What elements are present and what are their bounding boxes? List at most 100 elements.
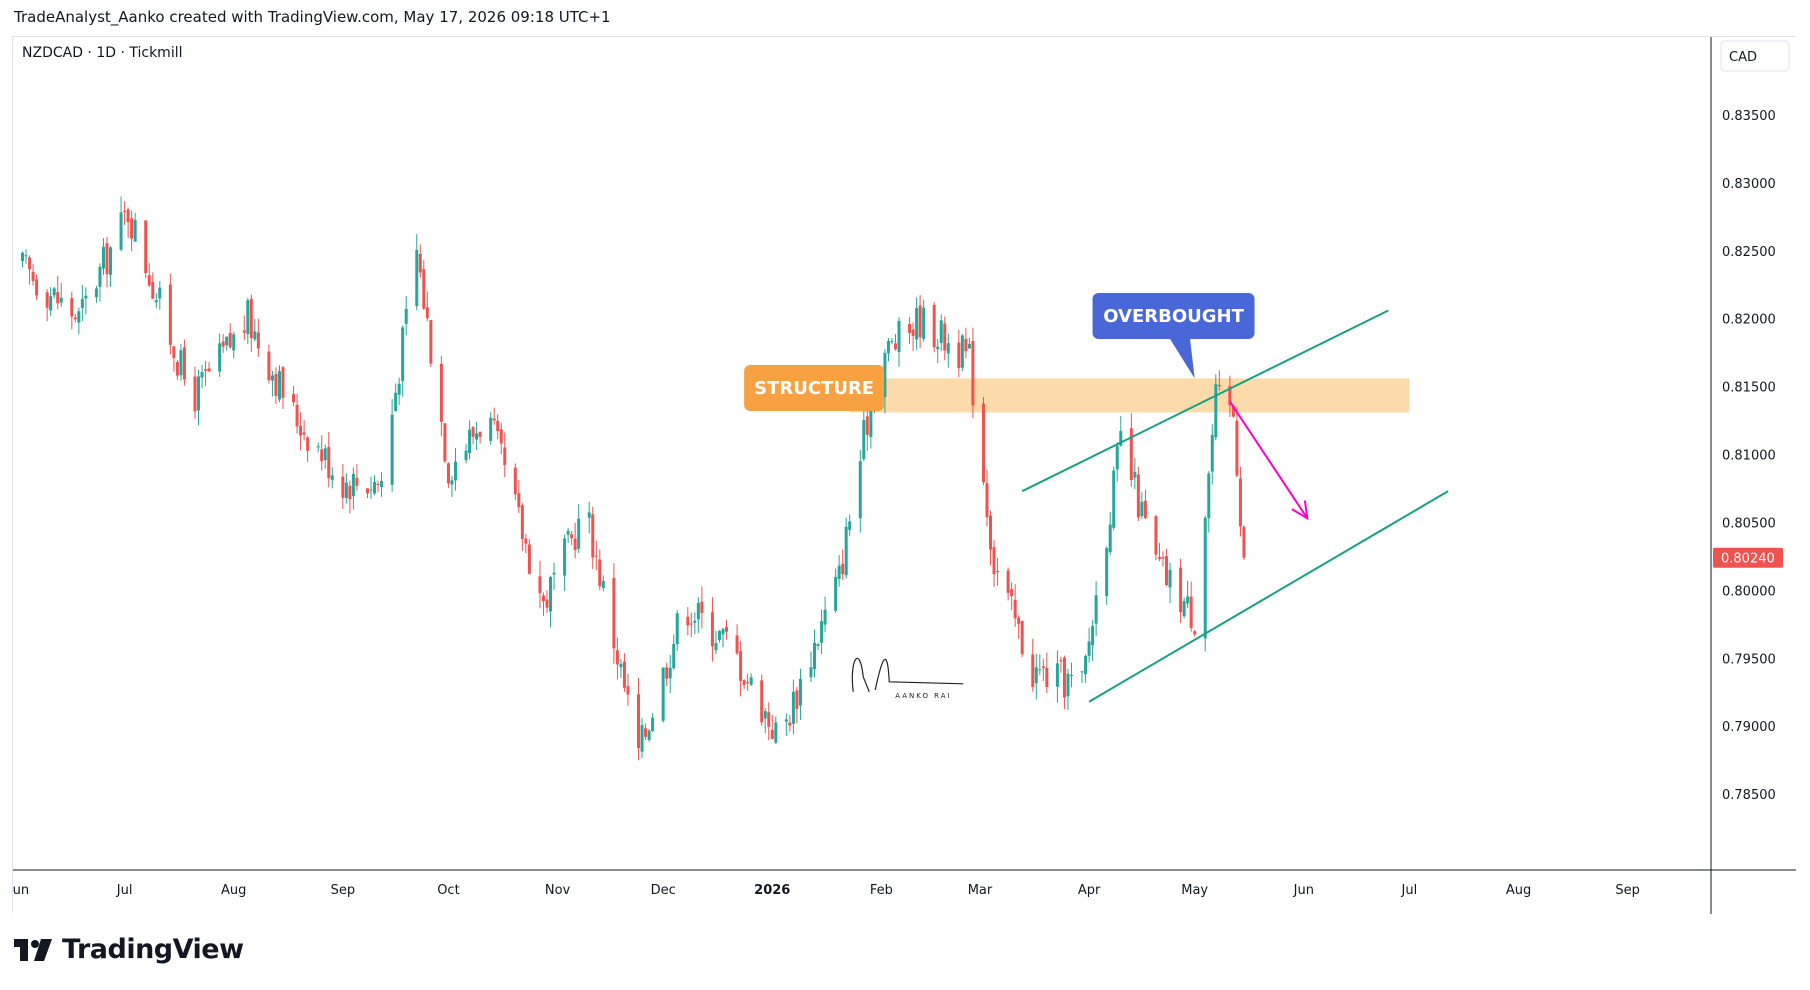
- candle-body: [788, 722, 792, 726]
- candle-body: [774, 722, 778, 743]
- chart-frame[interactable]: STRUCTURE OVERBOUGHT AANKO RAI 0.83500 0.8…: [12, 36, 1796, 914]
- candle-body: [795, 690, 799, 709]
- candle-body: [700, 601, 704, 613]
- candle-body: [981, 403, 985, 483]
- channel-lower-line[interactable]: [1088, 490, 1449, 703]
- chart-background: [13, 37, 1796, 914]
- candle-body: [200, 372, 204, 378]
- candle-body: [798, 678, 802, 706]
- candle-body: [946, 343, 950, 354]
- candle-body: [1112, 470, 1116, 528]
- overbought-label: OVERBOUGHT: [1103, 306, 1244, 327]
- candle-body: [341, 476, 345, 498]
- candle-body: [763, 711, 767, 719]
- candle-body: [1231, 405, 1235, 417]
- candle-body: [126, 209, 130, 223]
- tradingview-logo[interactable]: TradingView: [14, 934, 244, 965]
- candle-body: [1041, 666, 1045, 669]
- structure-zone-layer: [849, 378, 1410, 413]
- candle-body: [1031, 654, 1035, 687]
- time-axis[interactable]: Jun Jul Aug Sep Oct Nov Dec 2026 Feb Mar Apr May Jun…: [13, 883, 1640, 898]
- candle-body: [696, 602, 700, 620]
- candle-body: [73, 317, 77, 320]
- candle-body: [985, 483, 989, 518]
- candle-body: [717, 630, 721, 640]
- candle-body: [499, 429, 503, 444]
- candle-body: [651, 717, 655, 732]
- candle-body: [443, 423, 447, 462]
- candle-body: [80, 299, 84, 308]
- symbol-info[interactable]: NZDCAD · 1D · Tickmill: [22, 45, 183, 61]
- currency-button-bg[interactable]: [1720, 40, 1790, 72]
- candle-body: [1210, 434, 1214, 472]
- candle-body: [1080, 671, 1084, 673]
- candle-body: [98, 266, 102, 287]
- structure-zone[interactable]: [849, 378, 1410, 413]
- candle-body: [281, 367, 285, 398]
- candle-body: [397, 383, 401, 395]
- candle-body: [1119, 431, 1123, 446]
- time-tick-label: Apr: [1078, 883, 1101, 898]
- candle-body: [94, 288, 98, 298]
- candle-body: [992, 547, 996, 575]
- time-tick-label: Sep: [331, 883, 356, 898]
- structure-label-box[interactable]: [744, 364, 885, 411]
- candle-body: [573, 538, 577, 551]
- candle-body: [1010, 589, 1014, 596]
- candle-body: [242, 330, 246, 333]
- price-axis[interactable]: 0.83500 0.83000 0.82500 0.82000 0.81500 0.810…: [1713, 109, 1783, 803]
- candle-body: [147, 275, 151, 286]
- signature-stroke: [851, 657, 964, 693]
- candle-body: [552, 572, 556, 575]
- candle-body: [865, 416, 869, 435]
- candle-body: [1006, 570, 1010, 593]
- candle-body: [21, 252, 25, 261]
- candle-body: [770, 730, 774, 739]
- candle-body: [549, 577, 553, 612]
- candle-body: [175, 361, 179, 376]
- target-arrow-line[interactable]: [1229, 400, 1309, 519]
- candle-body: [1186, 596, 1190, 604]
- candle-body: [524, 538, 528, 544]
- candle-body: [197, 376, 201, 411]
- candle-body: [1214, 384, 1218, 438]
- candle-body: [207, 368, 211, 372]
- candle-body: [77, 311, 81, 323]
- drawings-layer[interactable]: STRUCTURE OVERBOUGHT: [744, 292, 1449, 703]
- time-tick-label: Jul: [1401, 883, 1418, 898]
- last-price-badge: [1713, 547, 1783, 568]
- structure-label: STRUCTURE: [754, 378, 874, 399]
- candle-body: [915, 308, 919, 340]
- candle-body: [429, 320, 433, 364]
- candle-body: [517, 493, 521, 508]
- candle-body: [422, 269, 426, 309]
- candle-body: [936, 346, 940, 350]
- candle-body: [168, 284, 172, 345]
- currency-label[interactable]: CAD: [1729, 50, 1757, 65]
- candle-body: [172, 346, 176, 359]
- candle-body: [1242, 526, 1246, 558]
- candle-body: [598, 559, 602, 587]
- candle-body: [601, 580, 605, 588]
- candle-body: [101, 246, 105, 269]
- candle-body: [327, 446, 331, 479]
- candle-body: [520, 505, 524, 539]
- tradingview-logo-icon: [14, 938, 52, 961]
- candle-body: [742, 680, 746, 686]
- candle-body: [369, 489, 373, 491]
- candle-body: [1084, 655, 1088, 675]
- candle-body: [1189, 596, 1193, 628]
- candle-body: [1203, 517, 1207, 639]
- candle-body: [133, 219, 137, 242]
- candle-body: [439, 363, 443, 422]
- overbought-label-box[interactable]: [1092, 292, 1255, 339]
- price-tick-label: 0.80500: [1722, 516, 1776, 531]
- candle-body: [59, 297, 63, 303]
- candle-body: [647, 730, 651, 741]
- tradingview-brand: TradingView: [62, 934, 244, 965]
- candle-body: [425, 307, 429, 319]
- candle-body: [35, 279, 39, 296]
- channel-upper-line[interactable]: [1021, 309, 1389, 493]
- candle-body: [527, 544, 531, 574]
